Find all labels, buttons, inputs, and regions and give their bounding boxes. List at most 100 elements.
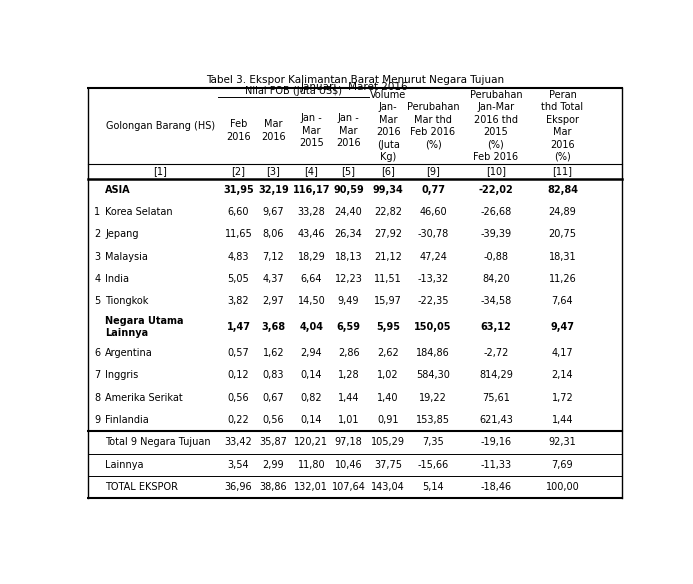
- Text: 0,22: 0,22: [227, 415, 249, 425]
- Text: [3]: [3]: [267, 166, 281, 176]
- Text: Amerika Serikat: Amerika Serikat: [105, 392, 183, 403]
- Text: 7,69: 7,69: [552, 460, 573, 470]
- Text: 4: 4: [94, 274, 100, 284]
- Text: -30,78: -30,78: [417, 230, 448, 239]
- Text: 2: 2: [94, 230, 100, 239]
- Text: 33,42: 33,42: [225, 437, 252, 447]
- Text: 9,67: 9,67: [263, 207, 284, 217]
- Text: 47,24: 47,24: [419, 252, 447, 262]
- Text: India: India: [105, 274, 129, 284]
- Text: 9,47: 9,47: [550, 322, 574, 332]
- Text: 99,34: 99,34: [373, 185, 403, 195]
- Text: 6,60: 6,60: [228, 207, 249, 217]
- Text: 1,47: 1,47: [227, 322, 251, 332]
- Text: 4,04: 4,04: [299, 322, 324, 332]
- Text: 0,91: 0,91: [378, 415, 399, 425]
- Text: 1,28: 1,28: [337, 370, 360, 380]
- Text: -39,39: -39,39: [480, 230, 511, 239]
- Text: 5,14: 5,14: [422, 482, 444, 492]
- Text: -22,35: -22,35: [417, 297, 449, 307]
- Text: 105,29: 105,29: [371, 437, 405, 447]
- Text: Feb
2016: Feb 2016: [226, 119, 251, 142]
- Text: 100,00: 100,00: [545, 482, 579, 492]
- Text: 2,62: 2,62: [377, 348, 399, 358]
- Text: 97,18: 97,18: [335, 437, 362, 447]
- Text: 7,35: 7,35: [422, 437, 444, 447]
- Text: 92,31: 92,31: [549, 437, 577, 447]
- Text: 9: 9: [94, 415, 100, 425]
- Text: Peran
thd Total
Ekspor
Mar
2016
(%): Peran thd Total Ekspor Mar 2016 (%): [541, 90, 584, 162]
- Text: [9]: [9]: [426, 166, 440, 176]
- Text: 120,21: 120,21: [295, 437, 328, 447]
- Text: Jan -
Mar
2016: Jan - Mar 2016: [336, 113, 361, 148]
- Text: 3,82: 3,82: [228, 297, 249, 307]
- Text: 1,02: 1,02: [377, 370, 399, 380]
- Text: 36,96: 36,96: [225, 482, 252, 492]
- Text: -22,02: -22,02: [478, 185, 514, 195]
- Text: 150,05: 150,05: [414, 322, 452, 332]
- Text: [6]: [6]: [381, 166, 395, 176]
- Text: 5: 5: [94, 297, 100, 307]
- Text: 584,30: 584,30: [416, 370, 450, 380]
- Text: 19,22: 19,22: [419, 392, 447, 403]
- Text: 0,14: 0,14: [301, 415, 322, 425]
- Text: 6,59: 6,59: [337, 322, 360, 332]
- Text: 31,95: 31,95: [223, 185, 254, 195]
- Text: 0,67: 0,67: [263, 392, 284, 403]
- Text: Argentina: Argentina: [105, 348, 153, 358]
- Text: 18,29: 18,29: [297, 252, 325, 262]
- Text: 14,50: 14,50: [297, 297, 325, 307]
- Text: 7: 7: [94, 370, 100, 380]
- Text: 12,23: 12,23: [335, 274, 362, 284]
- Text: Perubahan
Mar thd
Feb 2016
(%): Perubahan Mar thd Feb 2016 (%): [407, 102, 459, 150]
- Text: 37,75: 37,75: [374, 460, 402, 470]
- Text: -26,68: -26,68: [480, 207, 511, 217]
- Text: Inggris: Inggris: [105, 370, 139, 380]
- Text: [11]: [11]: [552, 166, 572, 176]
- Text: -15,66: -15,66: [417, 460, 448, 470]
- Text: -18,46: -18,46: [480, 482, 511, 492]
- Text: 2,99: 2,99: [263, 460, 284, 470]
- Text: Jepang: Jepang: [105, 230, 139, 239]
- Text: 3,54: 3,54: [228, 460, 249, 470]
- Text: 0,56: 0,56: [228, 392, 249, 403]
- Text: 27,92: 27,92: [374, 230, 402, 239]
- Text: 5,95: 5,95: [376, 322, 400, 332]
- Text: 4,37: 4,37: [263, 274, 284, 284]
- Text: 0,56: 0,56: [263, 415, 284, 425]
- Text: 63,12: 63,12: [480, 322, 511, 332]
- Text: 90,59: 90,59: [333, 185, 364, 195]
- Text: 3: 3: [94, 252, 100, 262]
- Text: 8: 8: [94, 392, 100, 403]
- Text: 84,20: 84,20: [482, 274, 509, 284]
- Text: -13,32: -13,32: [417, 274, 448, 284]
- Text: Golongan Barang (HS): Golongan Barang (HS): [106, 121, 215, 131]
- Text: Nilai FOB (Juta US$): Nilai FOB (Juta US$): [245, 86, 342, 96]
- Text: 22,82: 22,82: [374, 207, 402, 217]
- Text: 2,94: 2,94: [301, 348, 322, 358]
- Text: Mar
2016: Mar 2016: [261, 119, 286, 142]
- Text: 35,87: 35,87: [259, 437, 288, 447]
- Text: [10]: [10]: [486, 166, 506, 176]
- Text: Volume
Jan-
Mar
2016
(Juta
Kg): Volume Jan- Mar 2016 (Juta Kg): [370, 90, 406, 162]
- Text: 6,64: 6,64: [301, 274, 322, 284]
- Text: Lainnya: Lainnya: [105, 460, 143, 470]
- Text: Total 9 Negara Tujuan: Total 9 Negara Tujuan: [105, 437, 211, 447]
- Text: Tabel 3. Ekspor Kalimantan Barat Menurut Negara Tujuan: Tabel 3. Ekspor Kalimantan Barat Menurut…: [206, 75, 504, 85]
- Text: -2,72: -2,72: [483, 348, 509, 358]
- Text: 153,85: 153,85: [416, 415, 450, 425]
- Text: 184,86: 184,86: [416, 348, 450, 358]
- Text: Negara Utama
Lainnya: Negara Utama Lainnya: [105, 316, 184, 339]
- Text: 2,86: 2,86: [337, 348, 360, 358]
- Text: 18,13: 18,13: [335, 252, 362, 262]
- Text: 1,72: 1,72: [552, 392, 573, 403]
- Text: 4,83: 4,83: [228, 252, 249, 262]
- Text: ASIA: ASIA: [105, 185, 131, 195]
- Text: 0,77: 0,77: [421, 185, 445, 195]
- Text: 0,82: 0,82: [301, 392, 322, 403]
- Text: 11,51: 11,51: [374, 274, 402, 284]
- Text: 621,43: 621,43: [479, 415, 513, 425]
- Text: 18,31: 18,31: [549, 252, 577, 262]
- Text: 5,05: 5,05: [227, 274, 249, 284]
- Text: Tiongkok: Tiongkok: [105, 297, 148, 307]
